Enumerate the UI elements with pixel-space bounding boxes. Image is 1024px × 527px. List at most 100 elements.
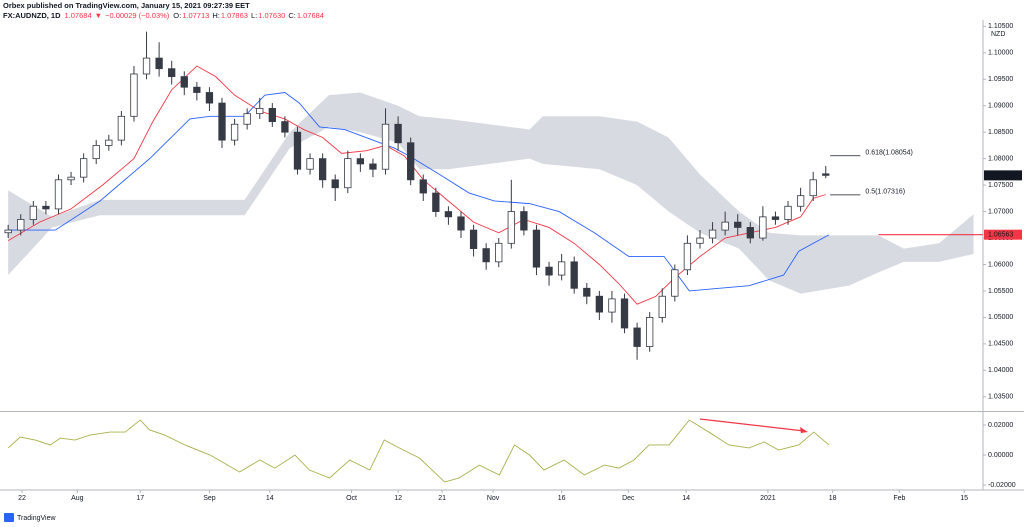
oscillator-line <box>7 419 830 483</box>
candle-body <box>759 216 767 239</box>
candle-body <box>796 195 805 207</box>
candle-body <box>721 221 729 231</box>
y-tick-label: 1.10500 <box>988 23 1013 30</box>
y-tick-label: 1.06000 <box>988 261 1013 268</box>
candle-body <box>318 158 327 181</box>
symbol-line: FX:AUDNZD, 1D 1.07684 ▼ −0.00029 (−0.03%) O:… <box>3 11 324 20</box>
y-tick-label: 1.04500 <box>988 341 1013 348</box>
candle-body <box>281 121 289 133</box>
candle-body <box>532 229 541 268</box>
candle-body <box>381 123 390 170</box>
y-tick-label: 1.10000 <box>988 50 1013 57</box>
candle-body <box>419 179 427 194</box>
candle-body <box>646 316 654 347</box>
candle-body <box>230 123 239 141</box>
ohlc-value: 1.07713 <box>182 11 209 20</box>
candle-body <box>29 205 37 220</box>
osc-tick-label: 0.00000 <box>988 452 1013 459</box>
candle-body <box>658 295 666 318</box>
candle-body <box>180 76 188 88</box>
candle-body <box>708 229 717 239</box>
y-tick-label: 1.04000 <box>988 367 1013 374</box>
candle-body <box>495 242 503 263</box>
x-tick-label: 14 <box>266 495 274 502</box>
candle-body <box>507 211 515 244</box>
candles-layer <box>4 31 830 360</box>
candle-body <box>457 216 465 231</box>
y-tick-label: 1.08500 <box>988 129 1013 136</box>
ohlc-value: 1.07684 <box>297 11 324 20</box>
x-tick-label: Nov <box>487 495 500 502</box>
cloud-layer <box>8 92 974 294</box>
candle-body <box>583 287 591 297</box>
y-tick-label: 1.05500 <box>988 288 1013 295</box>
candle-body <box>130 73 138 117</box>
candle-body <box>444 211 453 218</box>
ohlc-label: C: <box>288 11 296 20</box>
candle-body <box>205 92 214 104</box>
fib-label: 0.618(1.08054) <box>865 150 912 157</box>
osc-tick-label: 0.02000 <box>988 422 1013 429</box>
candle-body <box>683 242 692 271</box>
brand: TradingView <box>17 515 56 522</box>
candle-body <box>243 113 251 125</box>
candle-body <box>608 298 616 313</box>
candle-body <box>620 298 629 329</box>
arrow: ▼ <box>95 11 102 20</box>
candle-body <box>168 68 176 78</box>
x-tick-label: 22 <box>18 495 26 502</box>
candle-body <box>306 158 314 170</box>
candle-body <box>369 163 377 170</box>
candle-body <box>67 176 75 181</box>
y-tick-label: 1.07500 <box>988 182 1013 189</box>
candle-body <box>545 266 553 276</box>
indicator-line <box>8 92 830 292</box>
currency: NZD <box>991 31 1005 38</box>
candle-body <box>293 131 302 170</box>
candle-body <box>822 173 830 176</box>
candle-body <box>256 107 264 115</box>
last-price-tag <box>984 170 1022 181</box>
osc-tick-label: -0.02000 <box>988 482 1016 489</box>
candle-body <box>633 327 641 347</box>
x-tick-label: 21 <box>438 495 446 502</box>
candle-body <box>407 142 415 181</box>
trend-arrow <box>699 418 805 432</box>
x-tick-label: 17 <box>136 495 144 502</box>
candle-body <box>696 237 704 244</box>
x-tick-label: Sep <box>203 495 216 502</box>
x-tick-label: 18 <box>829 495 837 502</box>
candle-body <box>54 179 63 210</box>
candle-body <box>784 205 792 220</box>
brand-logo <box>4 513 14 522</box>
candle-body <box>482 248 490 263</box>
candle-body <box>117 115 126 141</box>
x-tick-label: Aug <box>71 495 84 502</box>
ohlc-label: O: <box>173 11 181 20</box>
candle-body <box>79 158 88 178</box>
candle-body <box>344 158 352 189</box>
y-tick-label: 1.09000 <box>988 103 1013 110</box>
candle-body <box>520 211 528 231</box>
last: 1.07684 <box>65 11 92 20</box>
candle-body <box>105 139 113 146</box>
x-tick-label: Dec <box>622 495 635 502</box>
candle-body <box>17 219 25 231</box>
candle-body <box>746 227 754 239</box>
candle-body <box>469 229 478 250</box>
candle-body <box>193 86 201 93</box>
ichimoku-cloud <box>8 92 974 294</box>
x-tick-label: Feb <box>893 495 905 502</box>
candle-body <box>771 216 780 220</box>
ohlc-label: L: <box>251 11 257 20</box>
x-tick-label: 15 <box>960 495 968 502</box>
candle-body <box>734 221 742 228</box>
y-tick-label: 1.09500 <box>988 76 1013 83</box>
candle-body <box>218 102 226 141</box>
ohlc-value: 1.07863 <box>221 11 248 20</box>
annotation-layer: 0.618(1.08054) 0.5(1.07316) <box>830 150 983 236</box>
candle-body <box>331 179 339 189</box>
candle-body <box>595 295 604 313</box>
candle-body <box>432 192 440 212</box>
